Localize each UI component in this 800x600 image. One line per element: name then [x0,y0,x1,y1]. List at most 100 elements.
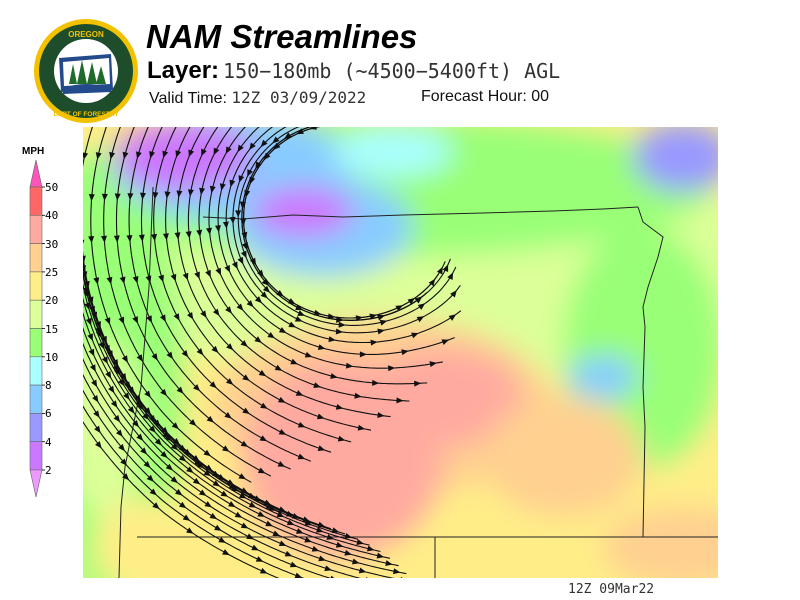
streamline-arrow [317,445,326,451]
streamline-arrow [311,545,320,552]
streamline-arrow [392,568,401,575]
streamline-arrow [261,278,269,286]
streamline-arrow [212,480,220,487]
streamline-arrow [203,449,211,457]
streamline-arrow [172,437,180,445]
streamline-arrow [411,332,419,339]
streamline-arrow [239,492,247,499]
streamline-arrow [160,388,167,397]
streamline-arrow [181,350,189,358]
streamline-arrow [278,540,287,547]
streamline-arrow [101,193,108,201]
streamline-arrow [260,402,268,409]
streamline-arrow [174,232,181,240]
streamline-arrow [335,328,343,335]
streamline-arrow [186,311,194,320]
legend-label: 4 [45,435,52,449]
streamline-arrow [249,257,257,266]
legend-label: 20 [45,294,59,308]
streamline-arrow [379,319,388,326]
color-legend [29,159,45,498]
streamline-arrow [372,379,380,386]
streamline-arrow [224,412,232,419]
streamline-arrow [175,150,182,158]
streamline [83,296,381,553]
streamline-arrow [204,501,212,508]
streamline-arrow [318,555,326,562]
streamline-arrow [149,488,157,496]
streamline-arrow [199,187,206,196]
streamline-arrow [265,520,273,527]
streamline-arrow [441,339,450,345]
streamline-arrow [309,127,317,130]
streamline-arrow [182,514,191,521]
streamline-arrow [218,536,226,543]
streamline-arrow [297,310,305,316]
streamline-arrow [429,361,437,368]
streamline [83,127,93,168]
streamline-arrow [123,392,130,400]
streamline-arrow [316,526,324,533]
streamline-arrow [358,567,367,574]
valid-time: Valid Time: 12Z 03/09/2022 [149,88,366,108]
streamline-arrow [377,412,385,419]
streamline-arrow [209,185,216,194]
streamline [217,127,455,355]
streamline-arrow [144,390,151,398]
streamline-arrow [186,466,194,473]
streamline-arrow [335,541,344,548]
streamline-arrow [152,192,159,200]
streamline-arrow [119,276,126,284]
streamline-arrow [246,300,254,308]
streamline-arrow [351,558,360,565]
layer-info: Layer: 150−180mb (~4500−5400ft) AGL [147,57,560,85]
legend-label: 50 [45,181,59,194]
svg-text:OREGON: OREGON [68,30,104,39]
streamline-arrow [209,381,217,389]
streamline-arrow [200,310,207,318]
streamline-arrow [215,267,221,276]
streamline-arrow [170,443,179,451]
streamline-arrow [93,410,100,418]
streamline-arrow [153,419,161,427]
streamline-arrow [136,354,143,362]
streamline [83,405,305,578]
streamline-arrow [158,274,164,283]
streamline [232,127,461,334]
legend-swatch [29,413,43,442]
streamline-arrow [178,501,187,509]
streamline-arrow [113,235,120,243]
streamline [208,127,443,369]
streamline-arrow [249,142,256,150]
streamline-arrow [234,511,243,518]
streamline-arrow [345,362,354,369]
legend-label: 8 [45,379,52,393]
legend-swatch [29,356,43,386]
streamline-arrow [198,489,207,496]
streamline-arrow [213,147,220,156]
streamline-arrow [324,565,332,572]
legend-swatch [29,328,43,358]
streamline-arrow [203,469,211,477]
legend-swatch [29,186,43,216]
streamline-arrow [101,235,107,243]
forecast-hour: Forecast Hour: 00 [421,88,549,106]
streamline-arrow [395,305,403,312]
streamline-arrow [304,536,312,543]
streamline-arrow [278,429,287,435]
streamline-arrow [344,549,352,556]
streamline-arrow [106,276,113,285]
streamlines [83,127,462,578]
streamline-arrow [126,234,133,243]
streamline-arrow [149,151,155,159]
streamline-arrow [162,431,170,439]
streamline-arrow [385,560,393,567]
streamline-arrow [239,201,246,209]
streamline-arrow [337,435,346,442]
valid-time-value: 12Z 03/09/2022 [231,88,367,107]
streamline [241,127,428,321]
streamline-arrow [450,290,457,298]
streamline [176,127,391,418]
streamline [83,257,346,535]
streamline-map [83,127,718,578]
